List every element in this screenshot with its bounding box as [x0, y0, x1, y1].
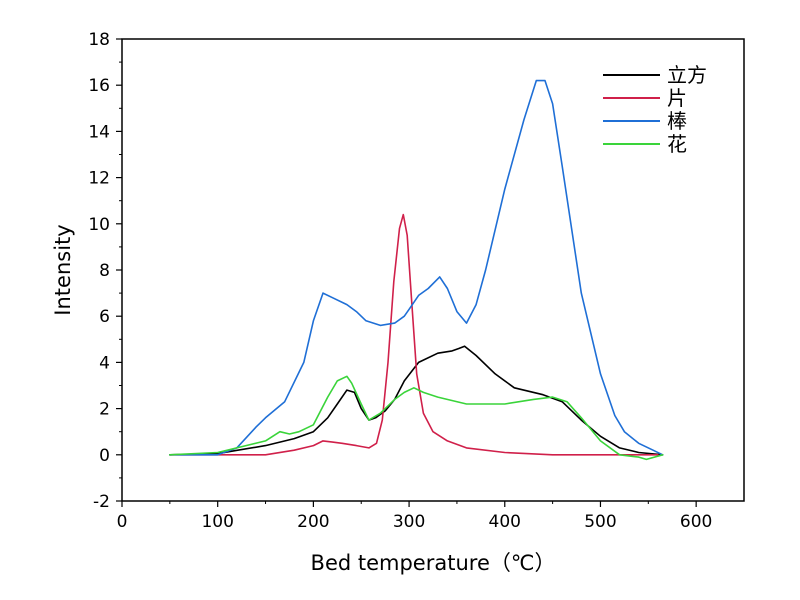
y-tick-label: -2: [93, 492, 110, 512]
x-tick-label: 400: [489, 512, 521, 532]
y-tick-label: 14: [88, 122, 110, 142]
x-axis: 0 100 200 300 400 500 600: [117, 501, 712, 532]
x-tick-label: 600: [680, 512, 712, 532]
y-tick-label: 6: [99, 307, 110, 327]
y-tick-label: 2: [99, 400, 110, 420]
x-tick-label: 500: [584, 512, 616, 532]
legend-label: 片: [667, 86, 687, 110]
y-tick-label: 16: [88, 76, 110, 96]
x-tick-label: 100: [201, 512, 233, 532]
series-line: [169, 375, 664, 461]
series-line: [169, 213, 659, 456]
y-tick-label: 8: [99, 261, 110, 281]
y-tick-label: 10: [88, 215, 110, 235]
x-axis-title: Bed temperature（℃）: [311, 551, 556, 575]
legend-label: 棒: [667, 109, 687, 133]
legend-label: 花: [667, 132, 687, 156]
y-tick-label: 0: [99, 446, 110, 466]
y-axis: -2 0 2 4 6 8 10 12 14 16 18: [88, 30, 122, 512]
y-tick-label: 18: [88, 30, 110, 50]
x-tick-label: 0: [117, 512, 128, 532]
series-line: [169, 345, 664, 456]
y-tick-label: 4: [99, 353, 110, 373]
series-lines: [169, 79, 664, 461]
x-tick-label: 200: [297, 512, 329, 532]
legend-label: 立方: [667, 63, 707, 87]
series-line: [169, 79, 664, 456]
y-tick-label: 12: [88, 169, 110, 189]
y-axis-title: Intensity: [51, 224, 75, 315]
x-tick-label: 300: [393, 512, 425, 532]
